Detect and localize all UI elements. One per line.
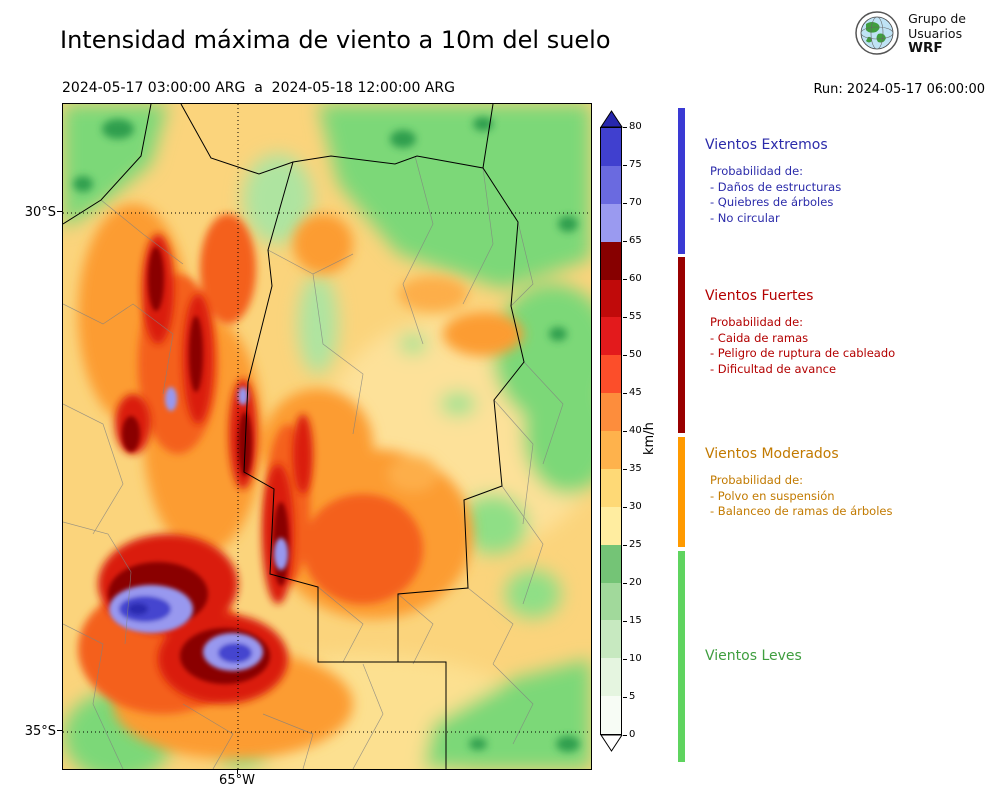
- colorbar-segment: [601, 544, 621, 583]
- colorbar-tick-label: 45: [623, 387, 642, 398]
- colorbar-tick-label: 0: [622, 729, 636, 740]
- lat-label-30s: 30°S: [24, 205, 56, 220]
- colorbar-segment: [601, 241, 621, 280]
- colorbar-tick-label: 75: [623, 159, 642, 170]
- colorbar-segment: [601, 317, 621, 356]
- colorbar-segment: [601, 431, 621, 469]
- legend-item: - Balanceo de ramas de árboles: [710, 504, 893, 518]
- map-darkgreen-spots: [73, 117, 580, 752]
- legend-section-fuertes: Vientos Fuertes Probabilidad de: - Caida…: [705, 288, 995, 377]
- legend-bar-fuertes: [678, 257, 685, 433]
- colorbar-tick-label: 10: [623, 653, 642, 664]
- axis-tick: [57, 211, 62, 212]
- legend-title: Vientos Extremos: [705, 137, 828, 153]
- colorbar-segment: [601, 506, 621, 545]
- colorbar-over-arrow: [600, 110, 623, 128]
- axis-tick: [57, 730, 62, 731]
- colorbar-tick-label: 70: [623, 197, 642, 208]
- wind-intensity-map: [63, 104, 591, 769]
- colorbar-tick-label: 25: [623, 539, 642, 550]
- colorbar-segment: [601, 279, 621, 318]
- legend-item: - Daños de estructuras: [710, 179, 842, 194]
- map-panel: [62, 103, 592, 770]
- colorbar-tick-label: 65: [623, 235, 642, 246]
- colorbar-segment: [601, 355, 621, 394]
- lon-label-65w: 65°W: [219, 773, 255, 788]
- colorbar-under-arrow: [600, 735, 623, 752]
- colorbar-unit-label: km/h: [642, 422, 657, 455]
- colorbar-tick-label: 60: [623, 273, 642, 284]
- map-extreme-blue-cores: [109, 387, 288, 671]
- colorbar-segment: [601, 468, 621, 507]
- colorbar: 0 5 10 15 20 25 30 35 40 45 50 55 60 65 70 75 80: [600, 110, 690, 770]
- logo-line-3: WRF: [908, 39, 943, 56]
- colorbar-tick-label: 55: [623, 311, 642, 322]
- colorbar-tick-label: 15: [623, 615, 642, 626]
- legend-bar-leves: [678, 551, 685, 762]
- legend-section-extremos: Vientos Extremos Probabilidad de: - Daño…: [705, 137, 995, 226]
- legend-intro: Probabilidad de:: [710, 315, 804, 329]
- colorbar-tick-label: 80: [623, 121, 642, 132]
- globe-icon: [855, 11, 899, 55]
- legend-intro: Probabilidad de:: [710, 473, 804, 487]
- colorbar-tick-label: 30: [623, 501, 642, 512]
- colorbar-tick-label: 5: [622, 691, 636, 702]
- colorbar-segment: [601, 696, 621, 734]
- province-borders: [63, 104, 525, 769]
- colorbar-segment: [601, 165, 621, 204]
- lat-label-35s: 35°S: [24, 724, 56, 739]
- valid-period-label: 2024-05-17 03:00:00 ARG a 2024-05-18 12:…: [62, 80, 455, 96]
- legend-bar-extremos: [678, 108, 685, 254]
- graticule-lines: [63, 104, 591, 769]
- legend-item: - Dificultad de avance: [710, 361, 837, 376]
- legend-intro: Probabilidad de:: [710, 164, 804, 178]
- colorbar-segment: [601, 658, 621, 697]
- colorbar-tick-label: 40: [623, 425, 642, 436]
- legend-title: Vientos Fuertes: [705, 288, 814, 304]
- colorbar-ticks: 0 5 10 15 20 25 30 35 40 45 50 55 60 65 70 75 80: [600, 122, 660, 740]
- colorbar-segment: [601, 393, 621, 431]
- wrf-users-group-logo: Grupo de Usuarios WRF: [854, 10, 966, 56]
- colorbar-gradient: [600, 127, 622, 735]
- legend-title: Vientos Moderados: [705, 446, 839, 462]
- colorbar-tick-label: 20: [623, 577, 642, 588]
- logo-line-1: Grupo de: [908, 10, 966, 26]
- logo-text: Grupo de Usuarios WRF: [908, 11, 966, 56]
- colorbar-segment: [601, 203, 621, 242]
- colorbar-tick-label: 35: [623, 463, 642, 474]
- legend-section-leves: Vientos Leves: [705, 648, 995, 675]
- colorbar-segment: [601, 128, 621, 166]
- colorbar-segment: [601, 582, 621, 621]
- legend-item: - Peligro de ruptura de cableado: [710, 346, 896, 360]
- legend-title: Vientos Leves: [705, 648, 802, 664]
- legend-item: - Caida de ramas: [710, 330, 809, 345]
- department-borders: [63, 155, 564, 769]
- legend-item: - Polvo en suspensión: [710, 488, 835, 503]
- legend-item: - Quiebres de árboles: [710, 195, 834, 209]
- legend-bar-moderados: [678, 437, 685, 547]
- colorbar-tick-label: 50: [623, 349, 642, 360]
- colorbar-segment: [601, 620, 621, 659]
- legend-item: - No circular: [710, 210, 780, 225]
- legend-section-moderados: Vientos Moderados Probabilidad de: - Pol…: [705, 446, 995, 520]
- axis-tick: [237, 769, 238, 774]
- logo-line-2: Usuarios: [908, 25, 963, 41]
- model-run-label: Run: 2024-05-17 06:00:00: [813, 82, 985, 97]
- page-title: Intensidad máxima de viento a 10m del su…: [60, 26, 611, 54]
